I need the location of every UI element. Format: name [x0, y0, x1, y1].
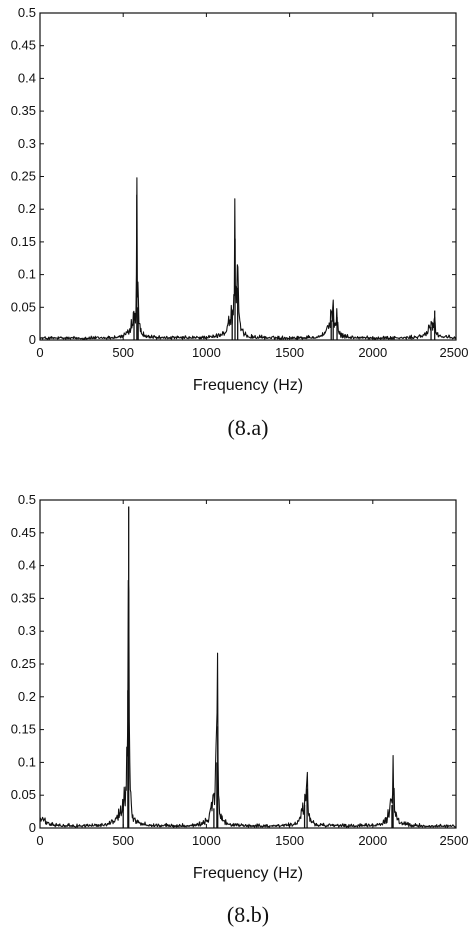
figure-caption: (8.b) — [227, 902, 269, 927]
y-tick-label: 0.5 — [18, 5, 36, 20]
x-tick-label: 500 — [112, 345, 134, 360]
plot-frame — [39, 12, 457, 341]
y-tick-label: 0.35 — [11, 590, 36, 605]
y-tick-label: 0.3 — [18, 136, 36, 151]
y-tick-label: 0.1 — [18, 754, 36, 769]
y-tick-label: 0.2 — [18, 689, 36, 704]
y-tick-label: 0.05 — [11, 787, 36, 802]
y-tick-label: 0.15 — [11, 234, 36, 249]
spectrum-line — [39, 579, 457, 828]
y-tick-label: 0.35 — [11, 103, 36, 118]
y-tick-label: 0.4 — [18, 558, 36, 573]
x-tick-label: 1500 — [275, 345, 304, 360]
x-tick-label: 1500 — [275, 833, 304, 848]
y-tick-label: 0.45 — [11, 38, 36, 53]
x-tick-label: 1000 — [192, 833, 221, 848]
x-tick-label: 2500 — [440, 833, 469, 848]
x-tick-label: 2000 — [358, 833, 387, 848]
x-tick-label: 1000 — [192, 345, 221, 360]
figure-caption: (8.a) — [228, 415, 269, 440]
x-tick-label: 2000 — [358, 345, 387, 360]
y-tick-label: 0.25 — [11, 169, 36, 184]
x-axis-title: Frequency (Hz) — [193, 865, 303, 882]
y-tick-label: 0.45 — [11, 525, 36, 540]
x-tick-label: 0 — [36, 345, 43, 360]
y-tick-label: 0.25 — [11, 656, 36, 671]
y-tick-label: 0.5 — [18, 492, 36, 507]
y-tick-label: 0.15 — [11, 722, 36, 737]
panel-8b: 0 0.05 0.1 0.15 0.2 0.25 0.3 0.35 0.4 0.45 0.5 0 500… — [11, 492, 469, 927]
y-tick-label: 0.3 — [18, 623, 36, 638]
spectrum-line — [39, 177, 457, 340]
y-tick-label: 0.1 — [18, 267, 36, 282]
x-tick-label: 500 — [112, 833, 134, 848]
y-tick-label: 0 — [29, 820, 36, 835]
x-axis-title: Frequency (Hz) — [193, 377, 303, 394]
panel-8a: 0 0.05 0.1 0.15 0.2 0.25 0.3 0.35 0.4 0.45 0.5 0 500… — [11, 5, 469, 440]
y-tick-label: 0.05 — [11, 299, 36, 314]
y-tick-label: 0.2 — [18, 201, 36, 216]
x-tick-label: 2500 — [440, 345, 469, 360]
y-tick-label: 0 — [29, 332, 36, 347]
x-tick-label: 0 — [36, 833, 43, 848]
y-tick-label: 0.4 — [18, 70, 36, 85]
